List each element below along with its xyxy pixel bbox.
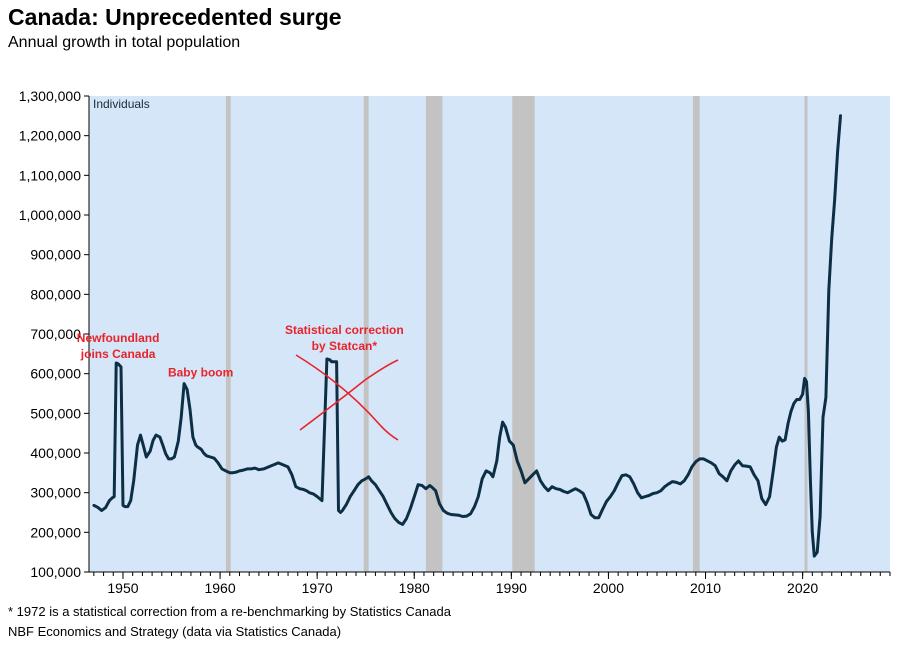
- plot-background: [89, 96, 890, 572]
- x-tick-label: 2020: [787, 580, 818, 596]
- x-tick-label: 2000: [593, 580, 624, 596]
- y-tick-label: 600,000: [30, 366, 81, 382]
- series-layer: [92, 114, 842, 558]
- axes: Individuals 100,000 200,000 300,000 400,000 5…: [19, 88, 891, 596]
- y-tick-label: 1,300,000: [19, 88, 81, 104]
- recession-band: [425, 96, 443, 572]
- cross-out-stroke: [299, 359, 399, 431]
- chart-subtitle: Annual growth in total population: [8, 34, 241, 51]
- y-axis-unit-label: Individuals: [93, 97, 150, 111]
- footnote: * 1972 is a statistical correction from …: [8, 604, 451, 619]
- population-growth-chart: Individuals 100,000 200,000 300,000 400,000 5…: [19, 88, 891, 596]
- y-tick-label: 300,000: [30, 485, 81, 501]
- recession-band: [804, 96, 808, 572]
- recession-band: [225, 96, 231, 572]
- annotation-label: Baby boom: [168, 365, 233, 379]
- x-tick-label: 1950: [107, 580, 138, 596]
- y-tick-label: 700,000: [30, 326, 81, 342]
- y-tick-label: 900,000: [30, 247, 81, 263]
- y-tick-label: 100,000: [30, 564, 81, 580]
- y-tick-label: 500,000: [30, 405, 81, 421]
- annotation-label: Newfoundland: [77, 331, 160, 345]
- plot-area: [89, 96, 890, 572]
- y-tick-label: 1,000,000: [19, 207, 81, 223]
- annotations: Newfoundland joins Canada Baby boom Statist…: [77, 323, 404, 441]
- recession-band: [512, 96, 535, 572]
- source-note: NBF Economics and Strategy (data via Sta…: [8, 624, 342, 639]
- recession-bands: [225, 96, 808, 572]
- y-tick-label: 800,000: [30, 286, 81, 302]
- recession-band: [363, 96, 369, 572]
- population-growth-line: [92, 114, 842, 558]
- y-tick-label: 1,100,000: [19, 167, 81, 183]
- y-tick-label: 1,200,000: [19, 128, 81, 144]
- x-tick-label: 1970: [302, 580, 333, 596]
- x-tick-label: 1960: [204, 580, 235, 596]
- annotation-label: Statistical correction: [285, 323, 404, 337]
- annotation-label: by Statcan*: [312, 339, 378, 353]
- x-tick-label: 1980: [399, 580, 430, 596]
- y-tick-label: 200,000: [30, 524, 81, 540]
- x-tick-label: 2010: [690, 580, 721, 596]
- chart-title: Canada: Unprecedented surge: [8, 4, 342, 30]
- y-tick-label: 400,000: [30, 445, 81, 461]
- annotation-label: joins Canada: [80, 347, 156, 361]
- x-tick-label: 1990: [496, 580, 527, 596]
- recession-band: [692, 96, 700, 572]
- cross-out-stroke: [295, 354, 399, 441]
